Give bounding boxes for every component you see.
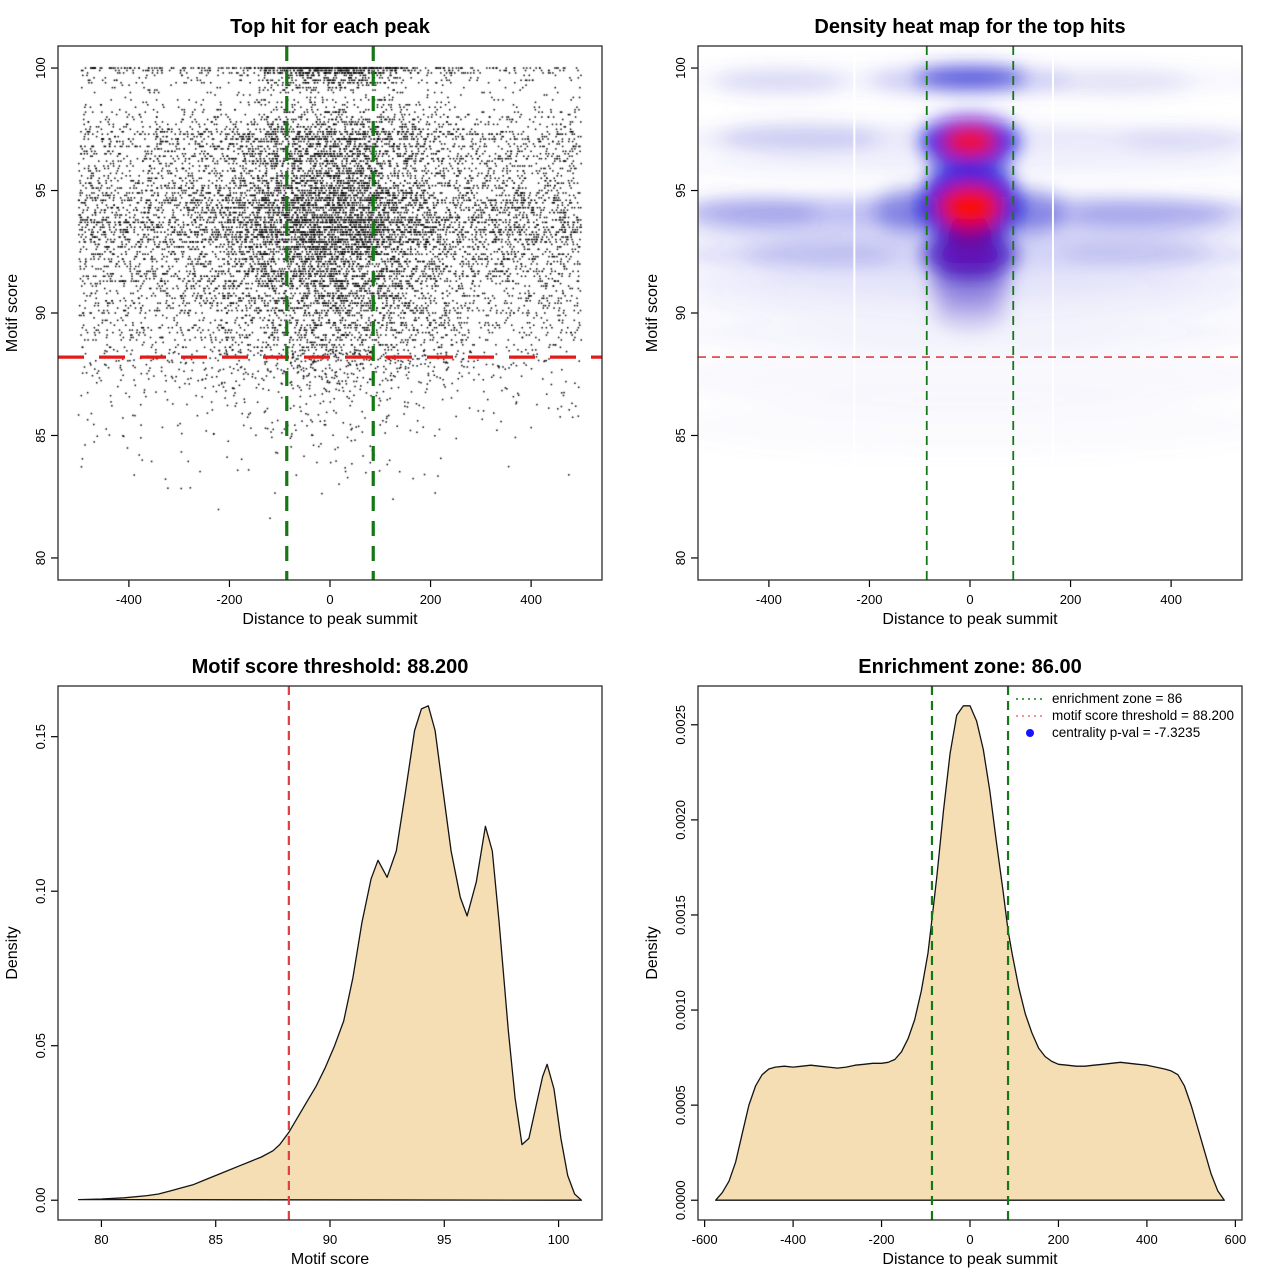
- x-tick-label: 200: [420, 592, 442, 607]
- panel-title: Enrichment zone: 86.00: [858, 656, 1081, 678]
- x-tick-label: -400: [780, 1232, 806, 1247]
- y-tick-label: 80: [33, 551, 48, 565]
- x-axis-label: Distance to peak summit: [882, 611, 1058, 628]
- y-tick-label: 95: [33, 183, 48, 197]
- legend-label: centrality p-val = -7.3235: [1052, 725, 1200, 740]
- y-tick-label: 0.0025: [673, 705, 688, 745]
- x-tick-label: 200: [1048, 1232, 1070, 1247]
- panel-title: Motif score threshold: 88.200: [192, 656, 469, 678]
- x-tick-label: 100: [548, 1232, 570, 1247]
- x-tick-label: -400: [756, 592, 782, 607]
- y-tick-label: 0.0015: [673, 895, 688, 935]
- density-plot-svg: Motif score threshold: 88.200 Motif scor…: [4, 656, 603, 1268]
- x-axis-label: Distance to peak summit: [882, 1251, 1058, 1268]
- x-axis-label: Motif score: [291, 1251, 369, 1268]
- density-curve: [715, 705, 1225, 1201]
- plot-box: [697, 685, 1243, 1221]
- y-axis-label: Density: [4, 926, 21, 979]
- x-tick-label: 0: [966, 1232, 973, 1247]
- x-tick-label: -600: [692, 1232, 718, 1247]
- x-tick-label: 400: [1136, 1232, 1158, 1247]
- heatmap-plot-svg: Density heat map for the top hits Distan…: [644, 16, 1243, 628]
- plot-box: [697, 45, 1243, 581]
- x-tick-label: 400: [520, 592, 542, 607]
- legend-label: enrichment zone = 86: [1052, 691, 1182, 706]
- y-tick-label: 100: [33, 57, 48, 79]
- panel-enrichment-zone-density: Enrichment zone: 86.00 Distance to peak …: [640, 640, 1280, 1280]
- legend-label: motif score threshold = 88.200: [1052, 708, 1234, 723]
- panel-density-heatmap: Density heat map for the top hits Distan…: [640, 0, 1280, 640]
- y-tick-label: 80: [673, 551, 688, 565]
- x-tick-label: 400: [1160, 592, 1182, 607]
- x-axis-label: Distance to peak summit: [242, 611, 418, 628]
- y-tick-label: 0.0010: [673, 990, 688, 1030]
- y-axis-label: Motif score: [4, 274, 21, 352]
- y-tick-label: 0.0020: [673, 800, 688, 840]
- plot-area: -600 -400 -200 0 200 400 600 0.0000 0.0005 0.0010…: [673, 685, 1247, 1247]
- y-tick-label: 85: [33, 428, 48, 442]
- y-axis-label: Density: [644, 926, 661, 979]
- x-tick-label: 200: [1060, 592, 1082, 607]
- y-tick-label: 95: [673, 183, 688, 197]
- panel-title: Density heat map for the top hits: [814, 16, 1125, 38]
- y-tick-label: 85: [673, 428, 688, 442]
- plot-area: 80 85 90 95 100 0.00 0.05 0.10 0.15: [33, 685, 603, 1247]
- heatmap-blobs: [698, 65, 1242, 409]
- plot-area: -400 -200 0 200 400 80 85 90 95 100: [33, 45, 603, 607]
- plot-box: [57, 45, 603, 581]
- panel-scatter-top-hits: Top hit for each peak Distance to peak s…: [0, 0, 640, 640]
- x-tick-label: -200: [869, 1232, 895, 1247]
- x-tick-label: -200: [216, 592, 242, 607]
- y-tick-label: 100: [673, 57, 688, 79]
- x-tick-label: -400: [116, 592, 142, 607]
- x-tick-label: 85: [208, 1232, 222, 1247]
- y-tick-label: 0.0005: [673, 1085, 688, 1125]
- x-tick-label: 90: [323, 1232, 337, 1247]
- plot-area: -400 -200 0 200 400 80 85 90 95 100: [673, 45, 1243, 607]
- y-tick-label: 90: [673, 306, 688, 320]
- legend: enrichment zone = 86 motif score threshol…: [1016, 691, 1234, 740]
- scatter-plot-svg: Top hit for each peak Distance to peak s…: [4, 16, 603, 628]
- scatter-points-canvas: [0, 0, 640, 640]
- y-axis-label: Motif score: [644, 274, 661, 352]
- legend-dot-swatch: [1026, 729, 1034, 737]
- y-tick-label: 90: [33, 306, 48, 320]
- x-tick-label: -200: [856, 592, 882, 607]
- x-tick-label: 80: [94, 1232, 108, 1247]
- y-tick-label: 0.05: [33, 1033, 48, 1058]
- x-tick-label: 95: [437, 1232, 451, 1247]
- y-tick-label: 0.0000: [673, 1180, 688, 1220]
- y-tick-label: 0.00: [33, 1188, 48, 1213]
- plot-box: [57, 685, 603, 1221]
- x-tick-label: 0: [326, 592, 333, 607]
- y-tick-label: 0.15: [33, 724, 48, 749]
- x-tick-label: 0: [966, 592, 973, 607]
- density-plot-svg: Enrichment zone: 86.00 Distance to peak …: [644, 656, 1247, 1268]
- x-tick-label: 600: [1225, 1232, 1247, 1247]
- y-tick-label: 0.10: [33, 879, 48, 904]
- density-curve: [77, 705, 583, 1201]
- panel-motif-score-density: Motif score threshold: 88.200 Motif scor…: [0, 640, 640, 1280]
- panel-title: Top hit for each peak: [230, 16, 431, 38]
